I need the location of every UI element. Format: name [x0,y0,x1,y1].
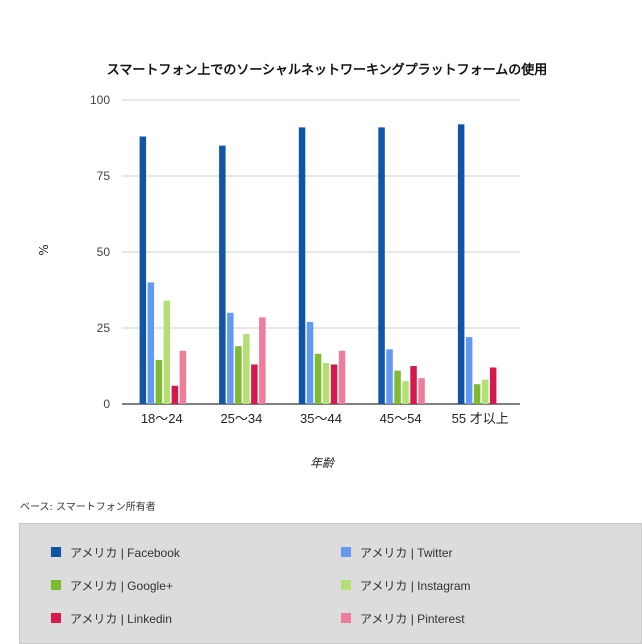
legend-label: アメリカ | Linkedin [70,611,172,626]
y-tick-label: 0 [103,397,110,411]
bar [227,312,234,404]
bar [394,370,401,404]
legend-item: アメリカ | Twitter [341,544,453,560]
legend-swatch [341,613,351,623]
bar [322,363,330,404]
bar [418,378,425,404]
bar [147,282,155,404]
bars [139,124,497,405]
legend-item: アメリカ | Instagram [341,577,471,593]
bar [338,350,346,404]
bar [219,145,226,404]
y-tick-label: 25 [97,321,111,335]
x-tick-label: 35〜44 [300,411,342,426]
legend-item: アメリカ | Google+ [51,577,173,593]
bar [330,364,338,404]
bar [481,379,489,404]
legend-label: アメリカ | Google+ [70,578,173,593]
bar [251,364,258,404]
legend-label: アメリカ | Pinterest [360,611,465,626]
legend-label: アメリカ | Instagram [360,578,471,593]
y-tick-label: 50 [97,245,111,259]
legend: アメリカ | Facebook アメリカ | Twitter アメリカ | Goog… [19,523,642,644]
bar [163,300,171,404]
bar [298,127,306,405]
x-tick-label: 55 才以上 [452,411,509,426]
legend-swatch [51,547,61,557]
bar [465,337,473,404]
axis-ticks: 0 25 50 75 100 18〜24 25〜34 35〜44 45〜54 55 才以上 [90,93,509,426]
legend-label: アメリカ | Facebook [70,545,180,560]
bar [235,346,242,404]
bar [378,127,385,405]
bar [139,136,147,404]
legend-label: アメリカ | Twitter [360,545,453,560]
legend-item: アメリカ | Facebook [51,544,180,560]
legend-swatch [341,547,351,557]
legend-item: アメリカ | Linkedin [51,610,172,626]
bar [306,321,314,404]
bar [155,359,163,404]
bar [314,353,322,404]
base-footnote: ベース: スマートフォン所有者 [20,502,156,513]
bar [243,334,250,404]
legend-swatch [341,580,351,590]
bar [179,350,187,404]
bar [402,381,409,404]
legend-swatch [51,580,61,590]
bar [410,366,417,404]
y-axis-label: % [37,244,51,255]
x-axis-label: 年齢 [310,456,336,470]
x-tick-label: 25〜34 [220,411,262,426]
y-tick-label: 75 [97,169,111,183]
y-tick-label: 100 [90,93,110,107]
x-tick-label: 45〜54 [380,411,422,426]
chart-title: スマートフォン上でのソーシャルネットワーキングプラットフォームの使用 [107,62,548,78]
bar [259,317,266,404]
legend-item: アメリカ | Pinterest [341,610,465,626]
legend-swatch [51,613,61,623]
bar [473,384,481,404]
bar [457,124,465,405]
x-tick-label: 18〜24 [141,411,183,426]
bar [489,367,497,404]
bar [171,385,179,404]
chart-plot: スマートフォン上でのソーシャルネットワーキングプラットフォームの使用 % 年齢 … [37,62,548,470]
bar [386,349,393,404]
